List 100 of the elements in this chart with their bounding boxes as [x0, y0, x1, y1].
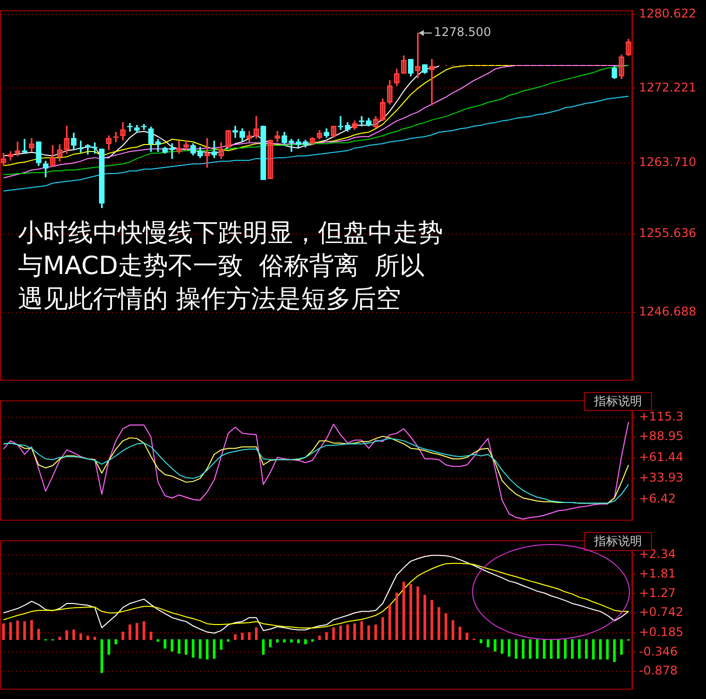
bar: [318, 636, 321, 640]
bar: [86, 636, 90, 640]
bar: [353, 623, 356, 640]
bar: [248, 632, 251, 640]
bar: [262, 639, 265, 655]
bar: [212, 639, 216, 659]
bar: [381, 617, 384, 640]
candlestick: [141, 124, 147, 130]
bar: [444, 613, 448, 640]
bar: [346, 624, 349, 640]
y-tick-label: 1263.710: [639, 154, 696, 169]
bar: [23, 621, 26, 640]
bar: [542, 639, 546, 659]
annotation: 小时线中快慢线下跌明显，但盘中走势: [18, 217, 443, 249]
bar: [416, 586, 420, 640]
bar: [522, 639, 524, 659]
bar: [395, 592, 398, 640]
bar: [206, 639, 208, 660]
bar: [79, 634, 82, 640]
annotation: 指标说明: [584, 532, 652, 551]
annotation: 遇见此行情的 操作方法是短多后空: [18, 283, 402, 315]
bar: [65, 630, 68, 640]
bar: [620, 639, 623, 655]
bar: [114, 639, 118, 644]
bar: [311, 639, 314, 642]
bar: [178, 639, 180, 654]
bar: [226, 639, 230, 642]
bar: [108, 639, 110, 655]
candlestick: [338, 116, 344, 130]
y-tick-label: -0.878: [639, 664, 678, 678]
bar: [142, 621, 146, 640]
bar: [254, 627, 258, 640]
y-tick-label: +0.742: [639, 604, 684, 619]
bar: [494, 639, 496, 652]
bar: [500, 639, 504, 654]
bar: [220, 639, 223, 650]
bar: [585, 639, 588, 659]
y-tick-label: +0.185: [639, 625, 684, 640]
y-tick-label: 1280.622: [639, 6, 696, 21]
bar: [458, 626, 462, 640]
candlestick: [22, 138, 28, 154]
bar: [2, 623, 5, 640]
bar: [508, 639, 510, 657]
y-tick-label: 1272.221: [639, 80, 696, 94]
bar: [37, 628, 40, 640]
bar: [606, 639, 609, 660]
bar: [480, 639, 482, 644]
bar: [599, 639, 602, 660]
bar: [339, 626, 342, 640]
bar: [564, 639, 567, 659]
bar: [486, 639, 490, 648]
y-tick-label: +1.81: [639, 566, 676, 580]
bar: [438, 607, 440, 640]
bar: [514, 639, 518, 659]
bar: [452, 620, 454, 640]
bar: [9, 622, 12, 640]
y-tick-label: +33.93: [639, 470, 684, 485]
bar: [578, 639, 581, 659]
bar: [592, 639, 595, 660]
bar: [240, 632, 244, 640]
bar: [198, 639, 202, 659]
bar: [409, 584, 412, 640]
bar: [304, 639, 307, 644]
bar: [613, 639, 616, 662]
bar: [128, 624, 132, 640]
bar: [170, 639, 174, 652]
y-tick-label: 1255.636: [639, 226, 696, 240]
bar: [360, 621, 363, 640]
bar: [536, 639, 539, 659]
bar: [136, 623, 138, 640]
bar: [100, 639, 104, 673]
bar: [184, 639, 188, 655]
bar: [290, 639, 293, 642]
bar: [164, 639, 166, 649]
bar: [192, 639, 194, 658]
bar: [297, 639, 300, 644]
bar: [550, 639, 553, 659]
bar: [156, 639, 160, 642]
bar: [466, 632, 468, 640]
bar: [150, 632, 152, 640]
bar: [367, 626, 370, 640]
bar: [30, 620, 33, 640]
bar: [234, 634, 237, 640]
annotation: 指标说明: [584, 392, 652, 411]
bar: [332, 627, 335, 640]
y-tick-label: +6.42: [639, 491, 676, 506]
bar: [72, 630, 76, 640]
bar: [430, 600, 434, 640]
bar: [528, 639, 532, 659]
bar: [424, 594, 426, 640]
y-tick-label: +1.27: [639, 586, 676, 600]
bar: [325, 632, 328, 640]
annotation: 与MACD走势不一致 俗称背离 所以: [18, 250, 426, 282]
bar: [16, 620, 19, 640]
bar: [570, 639, 574, 659]
y-tick-label: +61.44: [639, 450, 684, 464]
bar: [556, 639, 560, 659]
y-tick-label: +115.3: [639, 409, 684, 424]
bar: [122, 632, 124, 640]
y-tick-label: 1246.688: [639, 304, 696, 318]
